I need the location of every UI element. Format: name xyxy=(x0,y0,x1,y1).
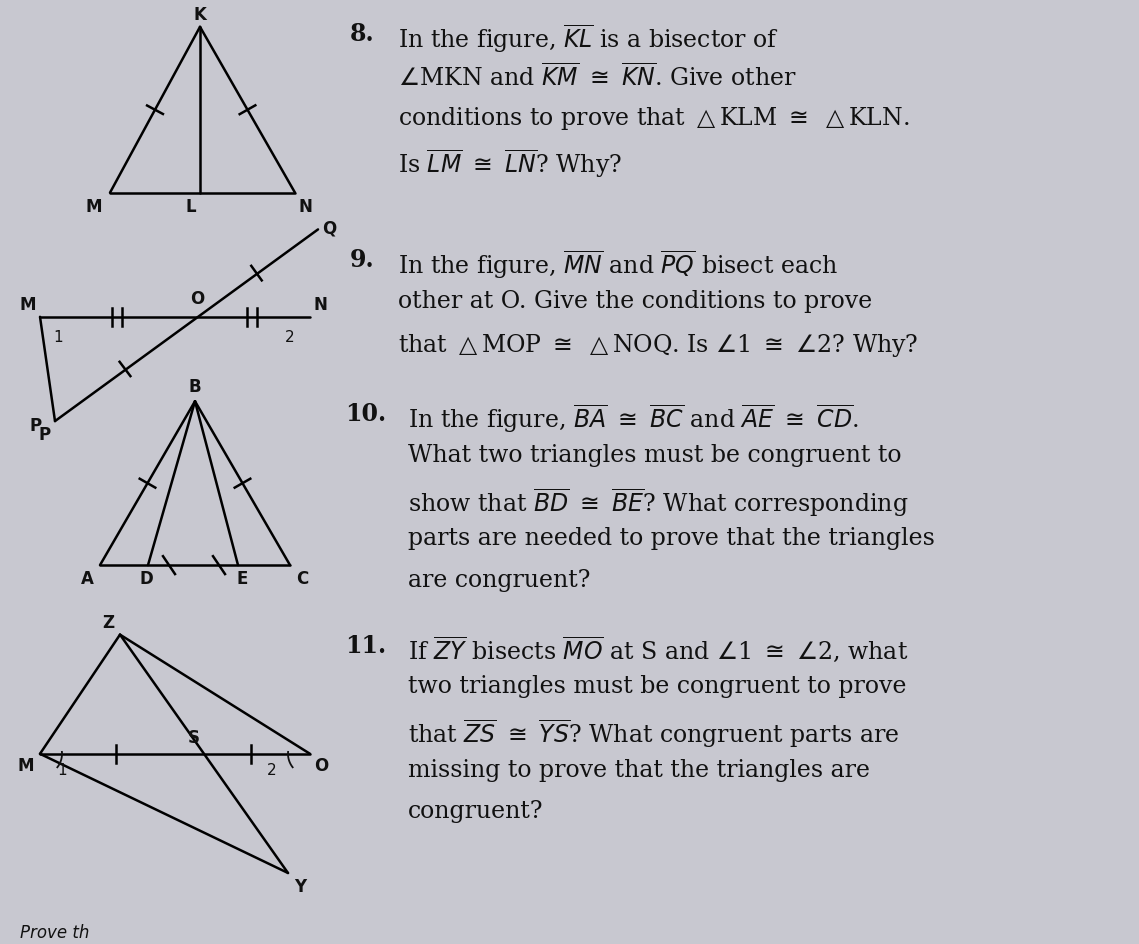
Text: If $\overline{ZY}$ bisects $\overline{MO}$ at S and $\angle$1 $\cong$ $\angle$2,: If $\overline{ZY}$ bisects $\overline{MO… xyxy=(408,633,908,663)
Text: 9.: 9. xyxy=(350,248,375,272)
Text: missing to prove that the triangles are: missing to prove that the triangles are xyxy=(408,758,870,781)
Text: Is $\overline{LM}$ $\cong$ $\overline{LN}$? Why?: Is $\overline{LM}$ $\cong$ $\overline{LN… xyxy=(398,147,622,179)
Text: show that $\overline{BD}$ $\cong$ $\overline{BE}$? What corresponding: show that $\overline{BD}$ $\cong$ $\over… xyxy=(408,485,909,518)
Text: 10.: 10. xyxy=(345,402,386,426)
Text: Z: Z xyxy=(101,613,114,631)
Text: D: D xyxy=(139,569,153,587)
Text: What two triangles must be congruent to: What two triangles must be congruent to xyxy=(408,444,901,466)
Text: are congruent?: are congruent? xyxy=(408,568,590,592)
Text: M: M xyxy=(19,295,36,313)
Text: Q: Q xyxy=(322,219,336,237)
Text: two triangles must be congruent to prove: two triangles must be congruent to prove xyxy=(408,675,907,698)
Text: B: B xyxy=(189,378,202,396)
Text: N: N xyxy=(300,197,313,215)
Text: Y: Y xyxy=(294,877,306,895)
Text: In the figure, $\overline{KL}$ is a bisector of: In the figure, $\overline{KL}$ is a bise… xyxy=(398,22,779,55)
Text: Prove th: Prove th xyxy=(21,922,89,940)
Text: C: C xyxy=(296,569,309,587)
Text: 2: 2 xyxy=(268,763,277,777)
Text: M: M xyxy=(17,756,34,774)
Text: S: S xyxy=(188,728,200,746)
Text: 8.: 8. xyxy=(350,22,375,46)
Text: In the figure, $\overline{MN}$ and $\overline{PQ}$ bisect each: In the figure, $\overline{MN}$ and $\ove… xyxy=(398,248,838,280)
Text: M: M xyxy=(85,197,103,215)
Text: P: P xyxy=(39,426,51,444)
Text: other at O. Give the conditions to prove: other at O. Give the conditions to prove xyxy=(398,290,872,312)
Text: N: N xyxy=(314,295,328,313)
Text: that $\triangle$MOP $\cong$ $\triangle$NOQ. Is $\angle$1 $\cong$ $\angle$2? Why?: that $\triangle$MOP $\cong$ $\triangle$N… xyxy=(398,331,918,359)
Text: conditions to prove that $\triangle$KLM $\cong$ $\triangle$KLN.: conditions to prove that $\triangle$KLM … xyxy=(398,105,910,132)
Text: 1: 1 xyxy=(54,329,63,345)
Text: E: E xyxy=(236,569,247,587)
Text: P: P xyxy=(30,416,42,434)
Text: L: L xyxy=(186,197,196,215)
Text: In the figure, $\overline{BA}$ $\cong$ $\overline{BC}$ and $\overline{AE}$ $\con: In the figure, $\overline{BA}$ $\cong$ $… xyxy=(408,402,859,434)
Text: O: O xyxy=(190,290,204,308)
Text: 11.: 11. xyxy=(345,633,386,657)
Text: congruent?: congruent? xyxy=(408,800,543,822)
Text: K: K xyxy=(194,6,206,24)
Text: 1: 1 xyxy=(57,763,67,777)
Text: $\angle$MKN and $\overline{KM}$ $\cong$ $\overline{KN}$. Give other: $\angle$MKN and $\overline{KM}$ $\cong$ … xyxy=(398,63,797,92)
Text: 2: 2 xyxy=(285,329,295,345)
Text: that $\overline{ZS}$ $\cong$ $\overline{YS}$? What congruent parts are: that $\overline{ZS}$ $\cong$ $\overline{… xyxy=(408,716,900,750)
Text: parts are needed to prove that the triangles: parts are needed to prove that the trian… xyxy=(408,527,935,549)
Text: A: A xyxy=(81,569,95,587)
Text: O: O xyxy=(314,756,328,774)
